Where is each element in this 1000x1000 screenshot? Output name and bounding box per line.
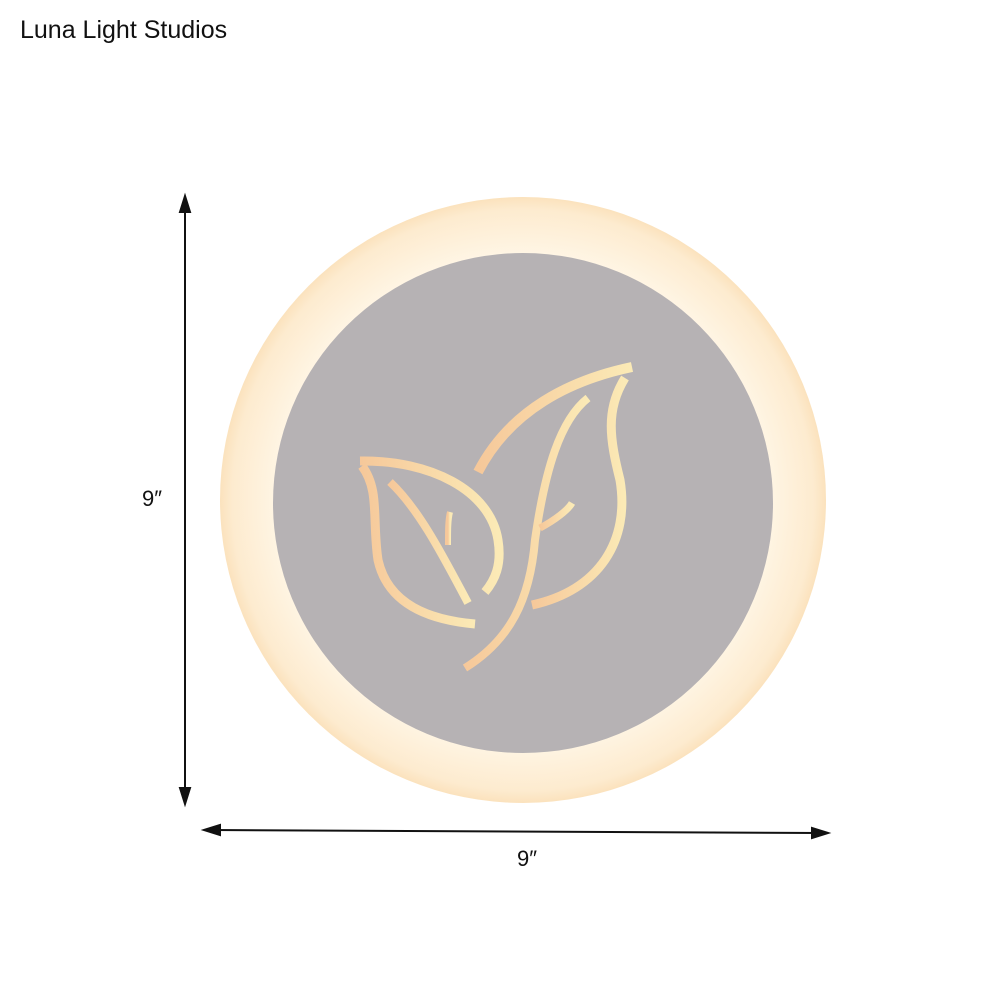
height-dimension-arrow: [178, 192, 192, 808]
height-label: 9″: [142, 486, 163, 511]
width-dimension-arrow: [200, 823, 832, 840]
brand-name: Luna Light Studios: [20, 16, 228, 44]
leaf-icon: [358, 362, 634, 672]
lamp-inner-panel: [273, 253, 773, 753]
width-label: 9″: [517, 846, 538, 871]
